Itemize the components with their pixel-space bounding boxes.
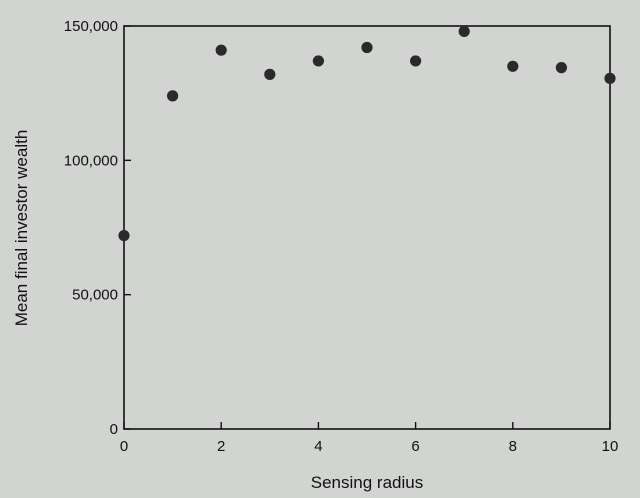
data-point xyxy=(118,229,130,242)
x-tick-label: 0 xyxy=(120,438,128,455)
data-point xyxy=(604,72,616,84)
x-axis-ticks: 0 2 4 6 8 10 xyxy=(120,422,619,455)
y-tick-label: 100,000 xyxy=(64,152,118,169)
x-tick-label: 10 xyxy=(602,438,619,455)
y-axis-title: Mean final investor wealth xyxy=(12,130,31,327)
y-axis-ticks: 0 50,000 100,000 150,000 xyxy=(64,18,131,438)
x-tick-label: 6 xyxy=(411,438,419,455)
x-axis-title: Sensing radius xyxy=(311,473,423,492)
data-point xyxy=(215,44,227,56)
data-point xyxy=(312,55,324,67)
data-point xyxy=(264,68,276,80)
x-tick-label: 2 xyxy=(217,438,225,455)
data-point xyxy=(555,62,568,74)
x-tick-label: 8 xyxy=(509,438,517,455)
y-tick-label: 150,000 xyxy=(64,18,118,35)
data-point xyxy=(361,41,373,54)
data-point xyxy=(507,60,519,72)
data-point xyxy=(410,55,422,67)
data-point xyxy=(458,25,470,37)
x-tick-label: 4 xyxy=(314,438,322,455)
data-points xyxy=(118,25,616,242)
y-tick-label: 50,000 xyxy=(72,287,118,304)
plot-area-frame xyxy=(123,25,611,430)
data-point xyxy=(167,90,179,102)
y-tick-label: 0 xyxy=(110,421,118,438)
